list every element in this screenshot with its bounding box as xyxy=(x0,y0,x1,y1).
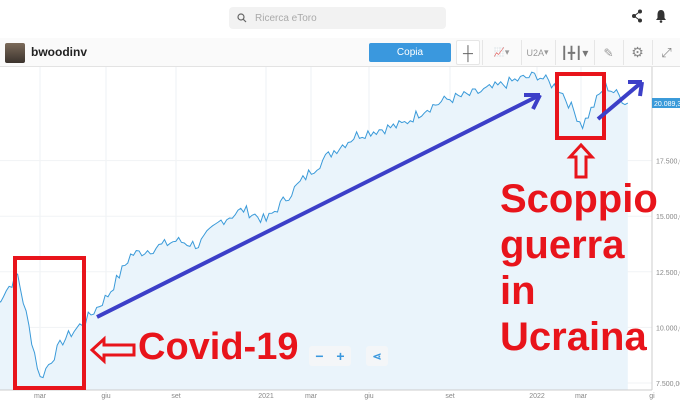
x-tick-label: 2021 xyxy=(258,393,274,400)
x-tick-label: giu xyxy=(364,393,373,400)
search-input[interactable]: Ricerca eToro xyxy=(229,7,446,29)
x-tick-label: set xyxy=(445,393,454,400)
x-tick-label: giu xyxy=(101,393,110,400)
x-tick-label: 2022 xyxy=(529,393,545,400)
zoom-in-button[interactable]: + xyxy=(336,348,345,364)
x-tick-label: mar xyxy=(575,393,588,400)
left-arrow-icon xyxy=(89,335,136,365)
war-label-line: guerra xyxy=(500,223,625,267)
period-dropdown[interactable]: U2A ▾ xyxy=(521,40,553,65)
trend-arrow xyxy=(96,93,541,319)
recovery-arrow-head xyxy=(628,80,644,97)
x-tick-label: mar xyxy=(34,393,47,400)
x-tick-label: set xyxy=(171,393,180,400)
x-tick-label: mar xyxy=(305,393,318,400)
pencil-icon: ✎ xyxy=(603,45,614,60)
portfolio-chart[interactable]: 17.500,00 15.000,00 12.500,00 10.000,00 7.50… xyxy=(0,67,680,400)
up-arrow-icon xyxy=(566,142,596,179)
crosshair-button[interactable]: ┼ xyxy=(456,40,480,65)
copy-button[interactable]: Copia xyxy=(369,43,451,62)
indicators-icon: 📈▾ xyxy=(493,47,510,57)
war-highlight-box xyxy=(555,72,606,140)
chart-type-button[interactable]: ┃╋┃▾ xyxy=(555,40,593,65)
trend-arrow-head xyxy=(524,93,542,110)
covid-highlight-box xyxy=(13,256,86,390)
x-tick-label: gi xyxy=(649,393,655,400)
series-line xyxy=(0,71,629,379)
gear-icon: ⚙ xyxy=(631,44,644,60)
area-fill xyxy=(0,72,628,390)
current-value-badge xyxy=(652,98,680,109)
username[interactable]: bwoodinv xyxy=(31,45,87,59)
draw-button[interactable]: ✎ xyxy=(594,40,622,65)
settings-button[interactable]: ⚙ xyxy=(623,40,651,65)
search-placeholder: Ricerca eToro xyxy=(255,12,317,24)
crosshair-icon: ┼ xyxy=(463,44,473,61)
period-label: U2A xyxy=(526,47,544,58)
expand-icon: ⤢ xyxy=(661,44,672,60)
search-icon xyxy=(237,13,247,23)
fullscreen-button[interactable]: ⤢ xyxy=(652,40,680,65)
zoom-out-button[interactable]: − xyxy=(315,348,324,364)
war-label-line: Ucraina xyxy=(500,315,647,359)
candlestick-icon: ┃╋┃▾ xyxy=(560,45,589,60)
share-chart-button[interactable]: ⋖ xyxy=(366,346,388,366)
recovery-arrow xyxy=(596,80,644,121)
y-tick-label: 15.000,00 xyxy=(656,214,680,221)
y-tick-label: 10.000,00 xyxy=(656,325,680,332)
war-label: Scoppio guerra in Ucraina xyxy=(500,176,658,360)
war-label-line: in xyxy=(500,269,536,313)
zoom-controls: − + xyxy=(309,346,351,366)
indicators-button[interactable]: 📈▾ xyxy=(482,40,520,65)
top-bar: Ricerca eToro xyxy=(0,0,680,38)
share-icon[interactable] xyxy=(631,9,643,23)
current-value-label: 20.089,33 xyxy=(654,101,680,108)
y-tick-label: 7.500,00 xyxy=(656,381,680,388)
bell-icon[interactable] xyxy=(655,9,667,23)
war-label-line: Scoppio xyxy=(500,177,658,221)
share-icon: ⋖ xyxy=(372,350,382,363)
y-tick-label: 12.500,00 xyxy=(656,270,680,277)
y-tick-label: 17.500,00 xyxy=(656,159,680,166)
avatar[interactable] xyxy=(5,43,25,63)
covid-label: Covid-19 xyxy=(138,326,299,368)
chart-toolbar: bwoodinv Copia ┼ 📈▾ U2A ▾ ┃╋┃▾ ✎ ⚙ ⤢ xyxy=(0,38,680,67)
